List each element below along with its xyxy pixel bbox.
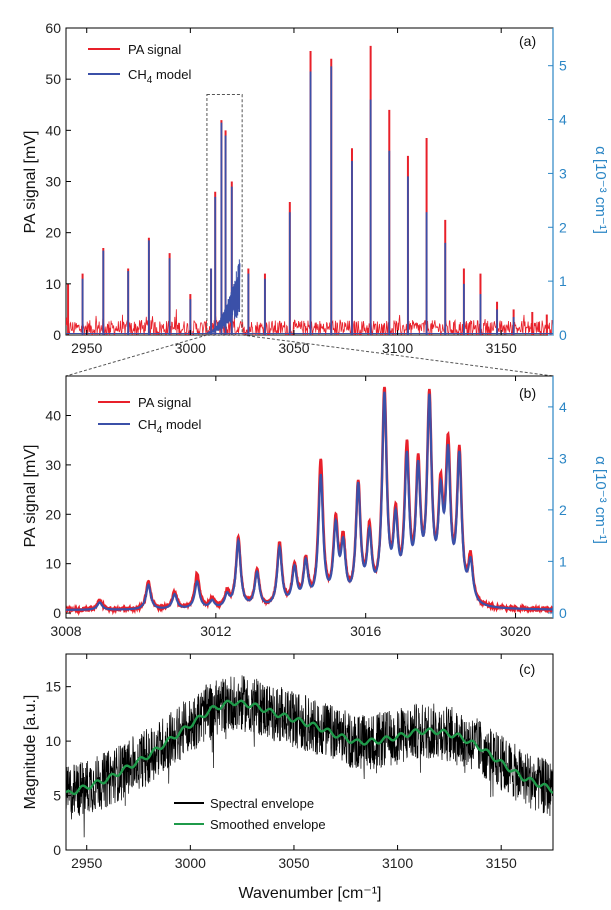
y2-tick-label-b: 0	[559, 605, 567, 621]
panel-b-axes: 3008 3012 3016 3020 0 10 20 30 40 0 1 2 3 4	[45, 376, 567, 639]
y2-tick-label-a: 5	[559, 58, 567, 74]
panel-a-legend: PA signal CH4 model	[88, 42, 191, 86]
y-tick-label-a: 30	[45, 174, 61, 190]
y-tick-label-b: 30	[45, 457, 61, 473]
y-tick-label-c: 5	[53, 788, 61, 804]
legend-label-smoothed-envelope: Smoothed envelope	[210, 817, 326, 832]
panel-b-legend: PA signal CH4 model	[98, 395, 201, 436]
panel-a-frame	[65, 27, 554, 336]
x-tick-label-a: 3150	[486, 340, 517, 356]
x-tick-label-a: 3100	[382, 340, 413, 356]
y2-tick-label-a: 3	[559, 165, 567, 181]
y-tick-label-a: 0	[53, 327, 61, 343]
y2-tick-label-b: 2	[559, 502, 567, 518]
smoothed-envelope-line	[66, 699, 553, 796]
x-tick-label-c: 3050	[278, 855, 309, 871]
legend-label-spectral-envelope: Spectral envelope	[210, 796, 314, 811]
x-tick-label-a: 3050	[278, 340, 309, 356]
x-tick-label-a: 2950	[71, 340, 102, 356]
ch4-model-line	[66, 391, 553, 611]
panel-a-letter: (a)	[519, 33, 536, 49]
y2-tick-label-b: 1	[559, 553, 567, 569]
y-tick-label-a: 50	[45, 71, 61, 87]
x-tick-label-b: 3012	[200, 623, 231, 639]
y2-tick-label-a: 4	[559, 112, 567, 128]
panel-c-axes: 2950 3000 3050 3100 3150 0 5 10 15	[45, 654, 517, 871]
panel-b-ylabel: PA signal [mV]	[22, 445, 39, 548]
panel-c-letter: (c)	[519, 661, 535, 677]
panel-a-y2label: α [10⁻³ cm⁻¹]	[592, 146, 609, 234]
panel-c-xlabel: Wavenumber [cm⁻¹]	[239, 885, 382, 902]
pa-signal-baseline	[66, 309, 553, 335]
y-tick-label-c: 0	[53, 842, 61, 858]
panel-b-plot	[66, 386, 553, 617]
panel-b-y2label: α [10⁻³ cm⁻¹]	[592, 456, 609, 544]
y-tick-label-c: 10	[45, 733, 61, 749]
y-tick-label-b: 0	[53, 605, 61, 621]
panel-c-plot	[66, 675, 553, 838]
panel-c-ylabel: Magnitude [a.u.]	[22, 695, 39, 810]
legend-label-pa-signal-b: PA signal	[138, 395, 191, 410]
panel-a-axes: 2950 3000 3050 3100 3150 0 10 20 30 40 50 60 0 1 2 3 4 5	[45, 20, 567, 356]
x-tick-label-c: 3100	[382, 855, 413, 871]
y-tick-label-b: 10	[45, 556, 61, 572]
y2-tick-label-b: 4	[559, 399, 567, 415]
x-tick-label-c: 2950	[71, 855, 102, 871]
y-tick-label-b: 40	[45, 408, 61, 424]
zoom-connector-left	[65, 334, 208, 377]
x-tick-label-b: 3020	[500, 623, 531, 639]
legend-label-pa-signal: PA signal	[128, 42, 181, 57]
y2-tick-label-a: 0	[559, 327, 567, 343]
y2-tick-label-a: 2	[559, 219, 567, 235]
y2-tick-label-a: 1	[559, 273, 567, 289]
legend-label-ch4-model: CH4 model	[128, 67, 191, 86]
legend-label-ch4-model-b: CH4 model	[138, 417, 201, 436]
y-tick-label-a: 60	[45, 20, 61, 36]
panel-c-legend: Spectral envelope Smoothed envelope	[174, 796, 326, 832]
panel-b: 3008 3012 3016 3020 0 10 20 30 40 0 1 2 3 4 (b) PA si…	[22, 375, 609, 639]
panel-a-plot	[66, 45, 553, 335]
y-tick-label-a: 10	[45, 276, 61, 292]
x-tick-label-c: 3000	[175, 855, 206, 871]
x-tick-label-b: 3016	[350, 623, 381, 639]
panel-a-ylabel: PA signal [mV]	[22, 131, 39, 234]
x-tick-label-a: 3000	[175, 340, 206, 356]
zoom-connector-right	[242, 334, 554, 377]
panel-a: 2950 3000 3050 3100 31500102030405060012345 …	[22, 20, 609, 356]
y-tick-label-c: 15	[45, 679, 61, 695]
y-tick-label-a: 40	[45, 122, 61, 138]
y-tick-label-b: 20	[45, 506, 61, 522]
panel-b-letter: (b)	[519, 385, 536, 401]
zoom-region-box	[206, 94, 243, 336]
x-tick-label-c: 3150	[486, 855, 517, 871]
panel-c: 2950 3000 3050 3100 3150 0 5 10 15 (c) Magnitude…	[22, 653, 554, 902]
y2-tick-label-b: 3	[559, 450, 567, 466]
y-tick-label-a: 20	[45, 225, 61, 241]
x-tick-label-b: 3008	[50, 623, 81, 639]
